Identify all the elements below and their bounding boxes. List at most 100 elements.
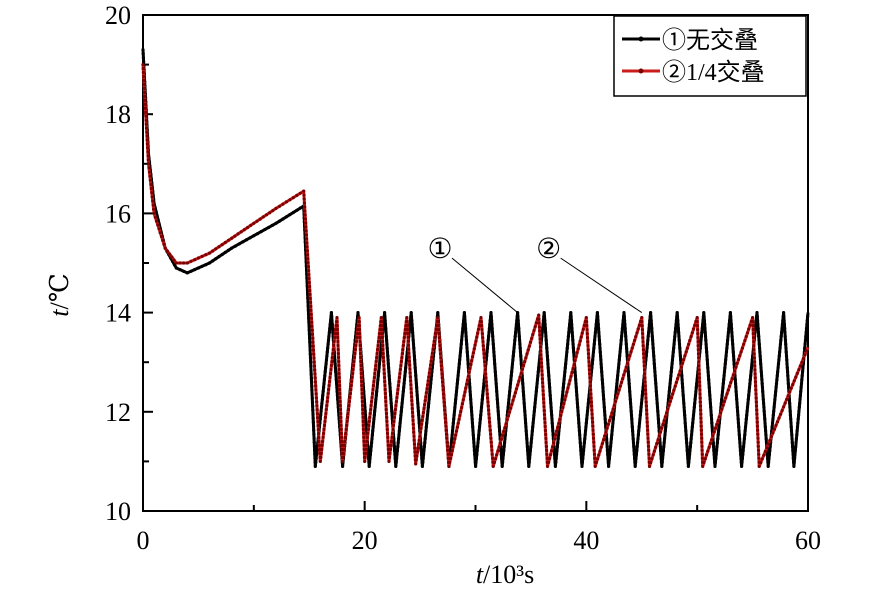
legend-label-series-1: ①无交叠 [662,27,758,54]
data-point [488,424,492,428]
data-point [412,430,416,434]
data-point [529,441,533,445]
data-point [563,366,567,370]
data-point [754,400,759,404]
data-point [800,378,804,382]
data-point [464,330,468,334]
data-point [302,189,306,193]
data-point [545,456,549,460]
data-point [352,359,356,364]
data-point [141,48,145,52]
data-point [182,261,186,265]
data-point [486,396,490,400]
data-point [386,435,390,439]
data-point [200,254,204,258]
data-point [566,342,570,346]
data-point [445,444,449,448]
data-point [790,433,794,437]
data-point [329,367,333,372]
data-point [241,240,245,244]
data-point [441,380,445,384]
data-point [680,382,685,386]
data-point [751,324,755,328]
data-point [381,343,385,348]
data-point [720,389,725,394]
data-point [361,415,365,419]
data-point [381,339,385,344]
data-point [362,431,366,435]
data-point [483,364,487,368]
data-point [696,328,700,332]
data-point [485,392,489,396]
data-point [436,316,440,320]
data-point [144,110,148,114]
y-tick-label: 16 [105,199,131,228]
data-point [568,378,572,382]
data-point [418,430,422,434]
data-point [451,421,455,425]
data-point [394,460,398,464]
data-point [318,459,322,463]
data-point [564,394,568,398]
data-point [378,358,382,362]
data-point [699,432,704,436]
data-point [453,437,457,441]
data-point [511,398,515,402]
data-point [752,356,757,360]
data-point [457,362,461,366]
data-point [703,326,707,330]
data-point [469,405,473,409]
data-point [518,346,522,350]
data-point [317,439,321,444]
data-point [647,326,651,330]
data-point [642,360,646,364]
data-point [230,246,234,250]
data-point [341,451,345,455]
data-point [358,343,362,348]
data-point [386,443,390,447]
data-point [479,409,483,413]
data-point [333,366,337,370]
data-point [312,436,316,440]
data-point [470,413,474,417]
data-point [719,411,723,415]
data-point [486,338,490,342]
data-point [142,60,146,64]
data-point [623,369,627,373]
data-point [743,338,747,343]
data-point [312,444,317,448]
data-point [603,409,607,413]
data-point [652,449,657,453]
data-point [668,399,672,404]
data-point [714,456,718,461]
data-point [578,441,582,445]
data-point [386,354,390,358]
data-point [525,441,529,445]
data-point [667,389,671,394]
data-point [401,347,405,352]
data-point [518,338,522,342]
data-point [669,396,674,400]
data-point [204,253,208,257]
data-point [502,445,506,449]
data-point [596,318,600,323]
data-point [389,405,394,409]
data-point [438,348,442,352]
data-point [736,417,740,421]
data-point [713,460,718,464]
data-point [444,428,448,432]
data-point [367,419,371,423]
data-point [312,352,316,356]
data-point [742,445,746,449]
data-point [322,423,327,427]
data-point [651,350,656,354]
data-point [728,311,733,315]
data-point [658,445,663,449]
data-point [687,456,691,461]
data-point [649,460,653,465]
data-point [759,362,763,366]
data-point [320,443,324,447]
data-point [351,371,355,376]
data-point [217,245,221,249]
data-point [220,243,224,247]
